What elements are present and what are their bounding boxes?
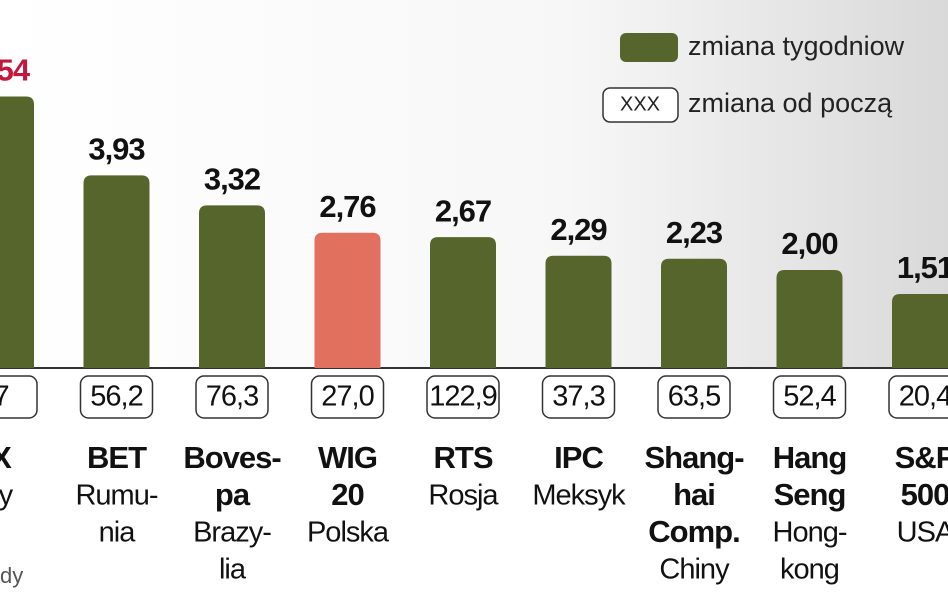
bar [314,232,381,368]
country-label: Rumu- [75,480,157,512]
value-label: 2,00 [781,226,837,261]
legend-box-sample: XXX [620,93,660,115]
bar [776,270,843,368]
ytd-label: 20,4 [899,381,948,413]
ytd-box [310,375,385,419]
value-label: 1,51 [897,250,948,285]
category-label: IPC [554,440,603,475]
category-label: hai [673,477,715,512]
legend-swatch [620,33,678,62]
value-label: 2,29 [550,212,607,247]
country-label: Chiny [659,554,730,586]
ytd-label: 122,9 [429,381,497,413]
value-label: 2,23 [666,215,723,250]
category-label: Seng [774,477,846,512]
value-label: 3,32 [204,162,260,197]
bar [199,205,265,368]
ytd-box [195,375,269,419]
bar [83,175,150,368]
ytd-box [79,375,154,419]
category-label: 500 [901,477,948,512]
category-label: Comp. [648,514,739,549]
country-label: kong [780,554,839,586]
ytd-box [657,375,731,419]
bar [892,294,948,368]
legend-label: zmiana od począ [688,88,893,118]
country-label: Meksyk [532,480,626,512]
source: dy [0,563,23,588]
country-label: Polska [307,517,390,549]
ytd-box [0,375,38,419]
ytd-box [888,375,948,419]
value-label: 2,76 [319,189,376,224]
category-label: BET [87,440,147,475]
bar [430,237,496,368]
ytd-label: 37,3 [552,381,604,413]
bar [0,96,34,368]
category-label: S&P [895,440,948,475]
legend-box [602,87,679,123]
ytd-box [772,375,847,419]
country-label: USA [897,517,948,549]
ytd-box [541,375,616,419]
country-label: Brazy- [193,517,271,549]
ytd-label: 27,0 [321,381,373,413]
ytd-label: 76,3 [206,381,258,413]
category-label: pa [215,477,251,512]
category-label: WIG [318,440,377,475]
legend-label: zmiana tygodniow [688,31,905,61]
bar [545,255,612,368]
ytd-box [426,375,500,419]
country-label: ry [0,480,14,512]
category-label: 20 [331,477,363,512]
value-label: 3,93 [88,132,145,167]
country-label: lia [219,554,247,586]
value-label: 2,67 [435,193,491,228]
category-label: Boves- [183,440,281,475]
value-label: 5,54 [0,53,31,88]
bar [661,258,727,368]
ytd-label: 7 [0,381,9,413]
category-label: Shang- [644,440,744,475]
ytd-label: 63,5 [668,381,720,413]
category-label: X [0,440,12,475]
ytd-label: 52,4 [783,381,836,413]
category-label: RTS [434,440,493,475]
country-label: Hong- [773,517,847,549]
country-label: nia [99,517,137,549]
category-label: Hang [773,440,847,475]
country-label: Rosja [428,480,499,512]
ytd-label: 56,2 [90,381,142,413]
